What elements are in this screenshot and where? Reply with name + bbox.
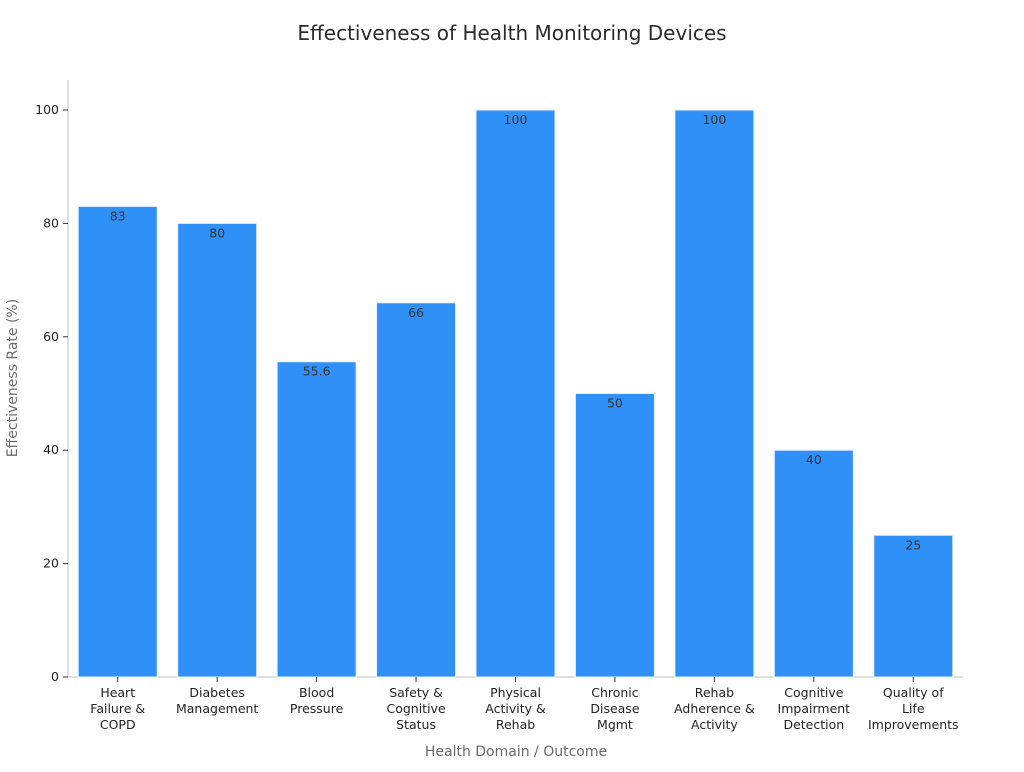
x-tick-label: Rehab Adherence & Activity (674, 685, 755, 732)
bar-value-label: 100 (504, 112, 528, 127)
bar (873, 534, 954, 678)
y-tick-label: 20 (43, 556, 59, 571)
chart-title: Effectiveness of Health Monitoring Devic… (297, 21, 726, 45)
bar-value-label: 50 (607, 396, 623, 411)
bar (376, 302, 457, 678)
x-tick-label: Heart Failure & COPD (90, 685, 145, 732)
y-tick-label: 80 (43, 215, 59, 230)
bar (674, 109, 755, 678)
bar-value-label: 66 (408, 305, 424, 320)
bar-value-label: 40 (806, 452, 822, 467)
bar (475, 109, 556, 678)
x-tick-label: Diabetes Management (176, 685, 258, 716)
bar (773, 449, 854, 678)
y-tick-label: 0 (51, 669, 59, 684)
bar-value-label: 80 (209, 225, 225, 240)
bar-value-label: 100 (702, 112, 726, 127)
bar-value-label: 83 (110, 208, 126, 223)
bar (77, 205, 158, 678)
x-tick-label: Safety & Cognitive Status (386, 685, 445, 732)
y-axis-title: Effectiveness Rate (%) (5, 299, 21, 457)
x-axis-title: Health Domain / Outcome (425, 744, 607, 760)
x-tick-label: Quality of Life Improvements (868, 685, 959, 732)
bar (574, 393, 655, 678)
x-tick-label: Blood Pressure (290, 685, 344, 716)
y-tick-label: 100 (35, 102, 59, 117)
plot-area: 0 20 40 60 80 100 83 Heart Failure & COPD 80 Diabet… (35, 80, 963, 732)
bar-value-label: 55.6 (303, 364, 331, 379)
bar (276, 361, 357, 678)
bar-value-label: 25 (905, 537, 921, 552)
y-tick-label: 60 (43, 329, 59, 344)
y-tick-label: 40 (43, 442, 59, 457)
x-tick-label: Chronic Disease Mgmt (590, 685, 639, 732)
x-tick-label: Physical Activity & Rehab (485, 685, 546, 732)
x-tick-label: Cognitive Impairment Detection (778, 685, 851, 732)
bar (177, 222, 258, 678)
